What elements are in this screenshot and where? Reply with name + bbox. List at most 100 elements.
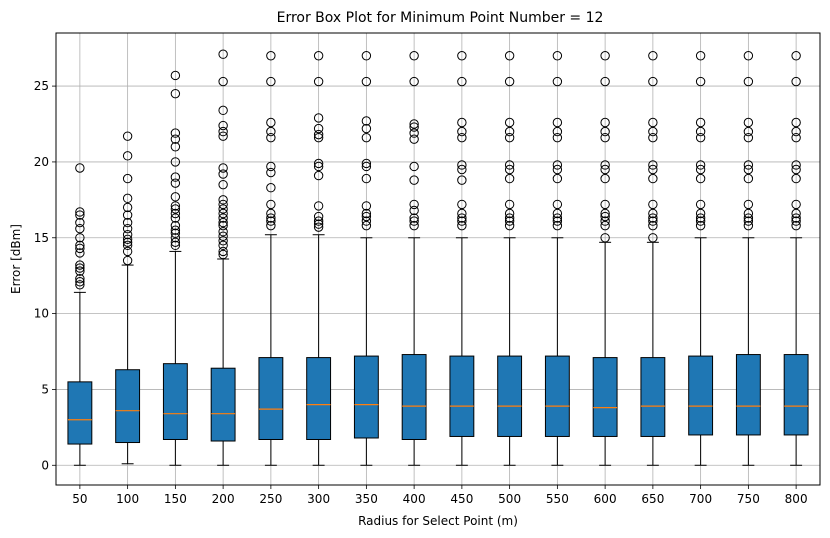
outlier-point [361, 123, 372, 134]
iqr-box [497, 355, 523, 437]
x-tick-label: 300 [307, 492, 330, 506]
outlier-point [170, 213, 181, 223]
iqr-box [67, 381, 93, 445]
outlier-point [695, 76, 706, 87]
outlier-point [552, 51, 563, 61]
outlier-point [695, 160, 706, 170]
y-tick-label: 5 [41, 382, 49, 396]
outlier-point [313, 129, 324, 140]
outlier-point [218, 246, 228, 257]
outlier-point [170, 192, 181, 202]
outlier-point [409, 51, 419, 61]
outlier-point [361, 220, 372, 231]
outlier-point [457, 216, 467, 226]
outlier-point [791, 132, 801, 143]
outlier-point [648, 208, 658, 219]
x-tick-label: 100 [116, 492, 139, 506]
outlier-point [743, 220, 754, 231]
outlier-point [457, 76, 467, 87]
outlier-point [552, 76, 563, 87]
outlier-point [409, 220, 419, 231]
outlier-point [695, 220, 706, 231]
box-300 [306, 51, 332, 466]
outlier-point [695, 199, 706, 210]
box-250 [258, 51, 284, 466]
outlier-point [218, 195, 228, 205]
outlier-point [409, 119, 419, 129]
iqr-box [735, 354, 761, 436]
outlier-point [600, 199, 610, 210]
outlier-point [791, 220, 801, 231]
outlier-point [170, 172, 181, 182]
outlier-point [552, 132, 563, 143]
outlier-point [504, 213, 515, 223]
outlier-point [409, 161, 419, 172]
outlier-point [743, 117, 754, 128]
outlier-point [122, 131, 133, 141]
outlier-point [266, 76, 276, 87]
outlier-point [600, 51, 610, 61]
outlier-point [648, 160, 658, 170]
outlier-point [600, 117, 610, 128]
outlier-point [361, 216, 372, 226]
x-tick-label: 50 [72, 492, 87, 506]
outlier-point [695, 164, 706, 175]
outlier-point [122, 217, 133, 228]
box-350 [353, 51, 379, 466]
iqr-box [544, 355, 570, 437]
outlier-point [600, 126, 610, 137]
outlier-point [552, 173, 563, 184]
outlier-point [504, 117, 515, 128]
outlier-point [743, 208, 754, 219]
iqr-box [210, 367, 236, 442]
outlier-point [218, 208, 228, 219]
outlier-point [266, 220, 276, 231]
iqr-box [783, 354, 809, 436]
outlier-point [504, 160, 515, 170]
outlier-point [361, 116, 372, 126]
iqr-box [640, 357, 666, 437]
outlier-point [791, 216, 801, 226]
outlier-point [313, 211, 324, 222]
outlier-point [600, 164, 610, 175]
outlier-point [122, 173, 133, 184]
outlier-point [695, 216, 706, 226]
box-series [67, 49, 809, 466]
outlier-point [552, 199, 563, 210]
outlier-point [266, 161, 276, 172]
outlier-point [75, 217, 85, 228]
outlier-point [695, 208, 706, 219]
outlier-point [75, 263, 85, 273]
outlier-point [218, 49, 228, 59]
outlier-point [648, 117, 658, 128]
y-tick-label: 0 [41, 458, 49, 472]
outlier-point [361, 132, 372, 143]
outlier-point [170, 233, 181, 243]
outlier-point [361, 158, 372, 169]
box-200 [210, 49, 236, 466]
outlier-point [409, 216, 419, 226]
outlier-point [409, 76, 419, 87]
outlier-point [75, 223, 85, 234]
outlier-point [743, 213, 754, 223]
box-550 [544, 51, 570, 466]
outlier-point [504, 216, 515, 226]
box-650 [640, 51, 666, 466]
iqr-box [306, 357, 332, 440]
outlier-point [218, 169, 228, 179]
outlier-point [791, 208, 801, 219]
outlier-point [552, 126, 563, 137]
outlier-point [313, 51, 324, 61]
outlier-point [266, 183, 276, 193]
x-tick-label: 550 [546, 492, 569, 506]
outlier-point [552, 213, 563, 223]
outlier-point [600, 160, 610, 170]
box-100 [115, 131, 141, 465]
outlier-point [266, 126, 276, 137]
outlier-point [648, 199, 658, 210]
outlier-point [409, 199, 419, 210]
outlier-point [695, 126, 706, 137]
outlier-point [695, 213, 706, 223]
outlier-point [266, 208, 276, 219]
y-axis-title: Error [dBm] [9, 224, 23, 294]
